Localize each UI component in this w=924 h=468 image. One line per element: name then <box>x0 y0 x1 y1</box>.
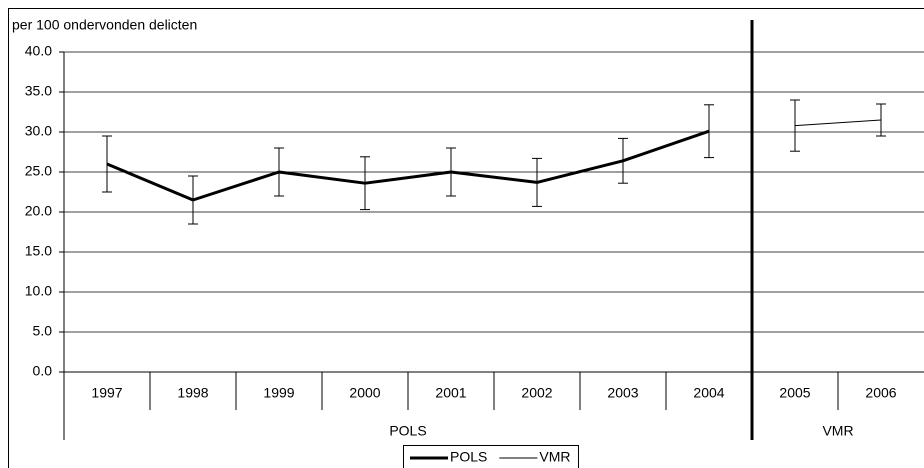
legend-label: POLS <box>450 449 487 465</box>
x-tick-label: 2004 <box>693 385 724 401</box>
series-line <box>106 129 710 202</box>
error-bar <box>704 104 714 159</box>
error-bar <box>876 103 886 137</box>
x-tick-label: 2006 <box>865 385 896 401</box>
x-tick-label: 1999 <box>263 385 294 401</box>
y-tick-label: 35.0 <box>25 83 52 99</box>
y-tick-label: 30.0 <box>25 123 52 139</box>
y-tick-label: 0.0 <box>33 363 53 379</box>
y-tick-label: 10.0 <box>25 283 52 299</box>
error-bar <box>274 147 284 197</box>
y-tick-label: 40.0 <box>25 43 52 59</box>
error-bar <box>618 137 628 184</box>
x-tick-label: 2000 <box>349 385 380 401</box>
y-tick-label: 25.0 <box>25 163 52 179</box>
legend-box <box>403 445 579 468</box>
x-tick-label: 2002 <box>521 385 552 401</box>
x-tick-label: 1998 <box>177 385 208 401</box>
series-line <box>794 119 882 127</box>
error-bar <box>532 157 542 207</box>
x-tick-label: 2005 <box>779 385 810 401</box>
error-bar <box>102 135 112 193</box>
error-bar <box>188 175 198 225</box>
y-tick-label: 5.0 <box>33 323 53 339</box>
error-bar <box>360 156 370 211</box>
y-axis-label: per 100 ondervonden delicten <box>12 17 197 33</box>
chart-frame <box>8 8 924 468</box>
error-bar <box>790 99 800 152</box>
x-tick-label: 2003 <box>607 385 638 401</box>
legend-label: VMR <box>539 449 570 465</box>
y-tick-label: 15.0 <box>25 243 52 259</box>
x-tick-label: 2001 <box>435 385 466 401</box>
x-tick-label: 1997 <box>91 385 122 401</box>
group-label: POLS <box>389 423 426 439</box>
y-tick-label: 20.0 <box>25 203 52 219</box>
error-bar <box>446 147 456 197</box>
group-label: VMR <box>822 423 853 439</box>
legend: POLS VMR <box>403 445 579 468</box>
